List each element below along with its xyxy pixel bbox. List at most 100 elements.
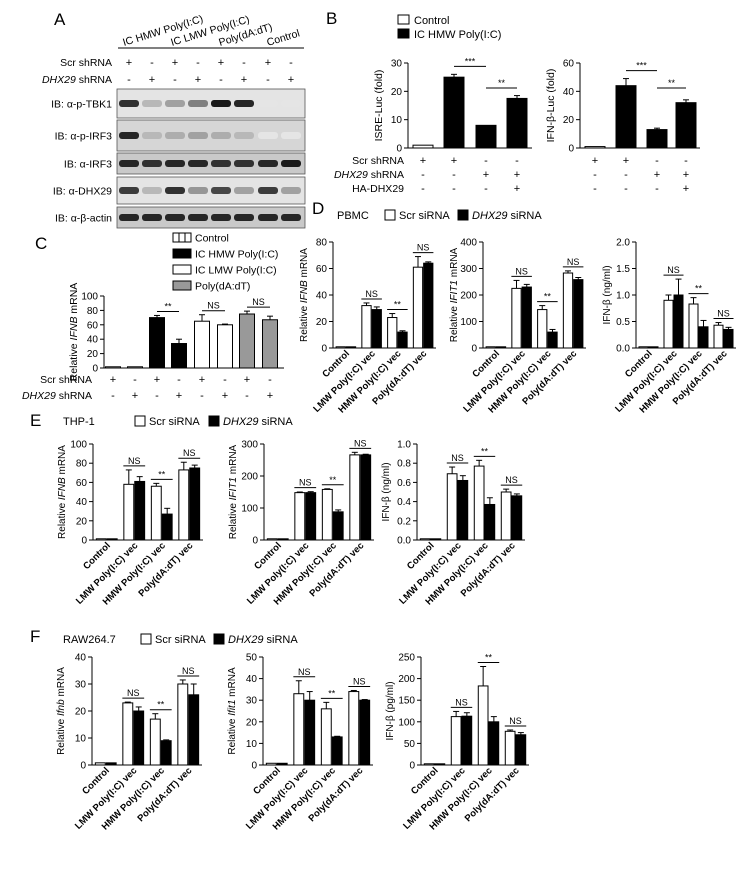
y-tick-label: 0.8: [397, 459, 411, 470]
panel-a-signs: + - - + + - - + + - - + + - - +: [126, 57, 294, 86]
ha-sign: -: [452, 183, 456, 195]
bar-ic-hmw: [675, 102, 697, 149]
bar: [239, 313, 255, 369]
blot-band: [119, 100, 139, 107]
y-tick-label: 0: [568, 144, 574, 155]
legend-swatch-dhx29: [208, 415, 220, 427]
scr-sign: +: [244, 374, 250, 386]
significance-stars: **: [695, 284, 703, 294]
bar-scr: [95, 538, 107, 541]
legend-label-ic-hmw: IC HMW Poly(I:C): [414, 29, 501, 41]
bar-dhx29: [332, 511, 344, 541]
y-axis-label: Relative IFNB mRNA: [299, 248, 310, 342]
bar-scr: [485, 346, 496, 349]
scr-sign: -: [289, 57, 293, 69]
bar-dhx29: [331, 736, 343, 766]
y-tick-label: 30: [246, 696, 258, 707]
panel-label-b: B: [326, 9, 337, 28]
bar-dhx29: [648, 346, 659, 349]
bar-dhx29: [457, 479, 469, 541]
ns-label: NS: [128, 456, 141, 466]
y-tick-label: 1.0: [616, 291, 630, 302]
panel-label-d: D: [312, 199, 324, 218]
ns-label: NS: [299, 478, 312, 488]
y-tick-label: 20: [75, 707, 87, 718]
bar-dhx29: [511, 495, 523, 541]
dhx29-sign: +: [132, 390, 138, 402]
dhx29-sign: -: [266, 74, 270, 86]
legend-swatch-dhx29: [213, 633, 225, 645]
y-tick-label: 1.0: [397, 440, 411, 451]
blot-band: [234, 132, 254, 139]
ns-label: NS: [182, 666, 195, 676]
bar: [217, 324, 233, 369]
y-tick-label: 200: [241, 472, 258, 483]
y-tick-label: 10: [391, 115, 403, 126]
bar-scr: [450, 716, 462, 766]
y-axis-label: Relative IFIT1 mRNA: [228, 444, 239, 539]
bar-dhx29: [189, 467, 201, 541]
bar-dhx29: [345, 346, 357, 349]
scr-shrna-label-b: Scr shRNA: [352, 155, 404, 167]
ns-label: NS: [451, 453, 464, 463]
blot-band: [211, 132, 231, 139]
scr-sign: -: [150, 57, 154, 69]
y-tick-label: 40: [246, 674, 258, 685]
bar-scr: [348, 691, 360, 766]
y-tick-label: 0: [251, 761, 257, 772]
blot-band: [281, 100, 301, 107]
bar-dhx29: [488, 721, 500, 766]
legend-label-scr: Scr siRNA: [399, 210, 450, 222]
blot-band: [258, 214, 278, 221]
blot-band: [211, 214, 231, 221]
blot-band: [258, 100, 278, 107]
bar-scr: [688, 303, 699, 349]
blot-label: IB: α-DHX29: [53, 186, 112, 198]
bar-scr: [294, 492, 306, 541]
blot-band: [142, 160, 162, 167]
bar-scr: [412, 266, 424, 349]
bar-scr: [500, 491, 512, 541]
bar-dhx29: [134, 480, 146, 541]
dhx29-sign: -: [624, 169, 628, 181]
scr-sign: -: [196, 57, 200, 69]
y-tick-label: 40: [563, 87, 575, 98]
legend-swatch-scr: [134, 415, 146, 427]
y-tick-label: 40: [87, 335, 99, 346]
panel-c-legend: Control IC HMW Poly(I:C) IC LMW Poly(I:C) P…: [172, 232, 278, 293]
bar-dhx29: [495, 346, 507, 349]
bar: [127, 366, 143, 369]
legend-label-scr: Scr siRNA: [149, 416, 200, 428]
blot-band: [281, 160, 301, 167]
y-tick-label: 50: [404, 739, 416, 750]
legend-swatch: [172, 248, 192, 259]
scr-sign: -: [223, 374, 227, 386]
blot-band: [188, 100, 208, 107]
ns-label: NS: [365, 289, 378, 299]
bar-dhx29: [276, 762, 288, 766]
legend-label-scr: Scr siRNA: [155, 634, 206, 646]
panel-b: Control IC HMW Poly(I:C) 0 10 20 30 ISRE-Luc…: [334, 14, 700, 195]
scr-sign: -: [515, 155, 519, 167]
bar-dhx29: [430, 538, 442, 541]
legend-swatch-dhx29: [457, 209, 469, 221]
y-tick-label: 250: [398, 653, 415, 664]
y-tick-label: 1.5: [616, 264, 630, 275]
bar-scr: [713, 324, 724, 349]
bar-ic-hmw: [506, 97, 528, 149]
y-tick-label: 80: [87, 306, 99, 317]
dhx29-sign: -: [219, 74, 223, 86]
bar-scr: [504, 730, 516, 766]
dhx29-shrna-label-c: DHX29 shRNA: [22, 390, 92, 402]
cell-type-label: THP-1: [63, 416, 95, 428]
panel-label-a: A: [54, 10, 66, 29]
blot-label: IB: α-β-actin: [55, 213, 112, 225]
legend-label: Control: [195, 233, 229, 245]
y-tick-label: 0: [80, 761, 86, 772]
scr-sign: -: [655, 155, 659, 167]
significance-stars: **: [481, 446, 489, 456]
